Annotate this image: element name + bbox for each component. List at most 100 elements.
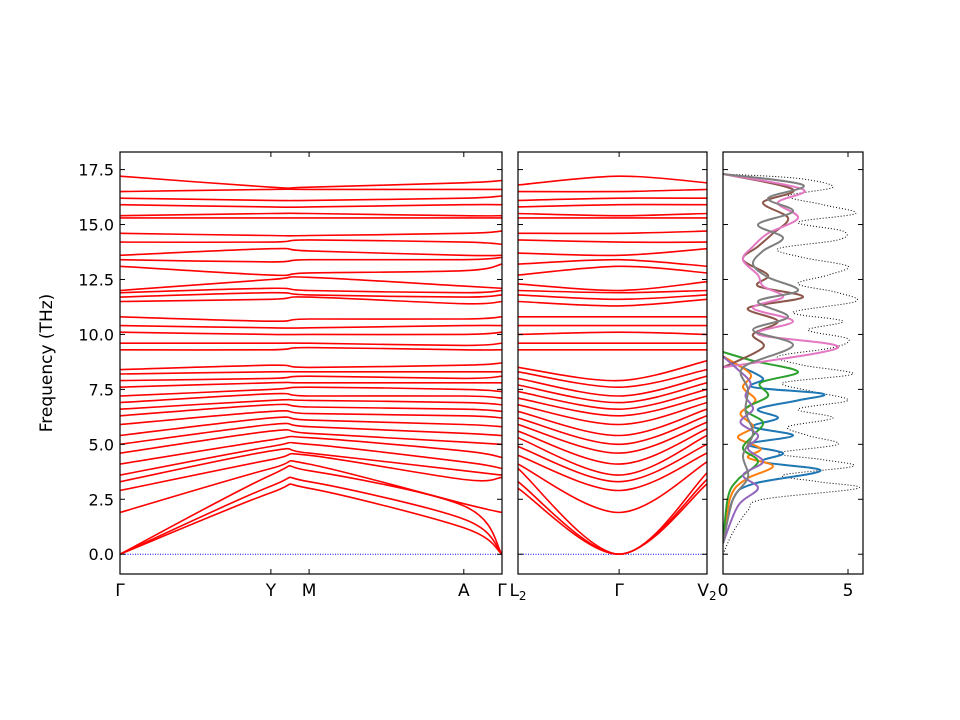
phonon-branch-left-6 <box>120 441 502 476</box>
phonon-branch-left-31 <box>120 247 502 257</box>
phonon-branch-left-26 <box>120 291 502 298</box>
phonon-branch-left-33 <box>120 230 502 237</box>
y-tick-label: 5.0 <box>89 435 114 454</box>
phonon-branch-middle-3 <box>518 461 707 514</box>
y-tick-label: 10.0 <box>78 325 114 344</box>
phonon-branch-middle-0 <box>518 483 707 556</box>
phonon-branch-left-23 <box>120 324 502 329</box>
phonon-branch-middle-5 <box>518 443 707 483</box>
phonon-branch-middle-34 <box>518 203 707 208</box>
x-tick-label: L2 <box>509 581 526 603</box>
dos-curve-3 <box>723 351 800 544</box>
phonon-branch-middle-2 <box>518 467 707 556</box>
phonon-branch-middle-28 <box>518 258 707 268</box>
phonon-branch-middle-16 <box>518 368 707 389</box>
y-tick-label: 0.0 <box>89 545 114 564</box>
phonon-branch-middle-6 <box>518 434 707 476</box>
ticks-left: 0.0 2.5 5.0 7.5 10.0 12.5 15.0 17.5 Γ Y M A Γ <box>78 152 507 601</box>
phonon-branch-middle-12 <box>518 395 707 417</box>
frame-middle <box>517 151 708 575</box>
phonon-branch-left-14 <box>120 392 502 404</box>
x-tick-label: M <box>302 581 317 601</box>
band-panel-middle: L2 Γ V2 <box>509 151 717 603</box>
phonon-branch-left-18 <box>120 370 502 375</box>
phonon-branch-middle-27 <box>518 265 707 276</box>
phonon-branch-middle-23 <box>518 298 707 307</box>
frame-dos <box>722 151 864 575</box>
x-tick-label: A <box>458 581 470 601</box>
phonon-branch-left-17 <box>120 375 502 382</box>
band-panel-left: 0.0 2.5 5.0 7.5 10.0 12.5 15.0 17.5 Γ Y M A Γ <box>78 151 507 601</box>
phonon-branch-left-11 <box>120 410 502 426</box>
phonon-branch-left-35 <box>120 212 502 217</box>
y-tick-label: 17.5 <box>78 161 114 180</box>
phonon-branch-left-15 <box>120 386 502 397</box>
phonon-branch-middle-29 <box>518 247 707 257</box>
ticks-middle: L2 Γ V2 <box>509 152 717 603</box>
phonon-branch-left-10 <box>120 416 502 437</box>
dos-curve-1 <box>723 355 826 544</box>
phonon-branch-left-1 <box>120 476 502 555</box>
phonon-branch-left-3 <box>120 459 502 514</box>
phonon-branch-left-4 <box>120 452 502 492</box>
frame-left <box>119 151 503 575</box>
dos-curve-6 <box>723 355 764 544</box>
phonon-branch-left-32 <box>120 239 502 246</box>
phonon-branch-middle-24 <box>518 294 707 301</box>
phonon-branch-left-25 <box>120 296 502 305</box>
phonon-branch-middle-20 <box>518 331 707 336</box>
phonon-branch-left-19 <box>120 362 502 371</box>
phonon-branch-left-21 <box>120 342 502 347</box>
phonon-branch-left-37 <box>120 195 502 202</box>
phonon-branch-middle-15 <box>518 375 707 397</box>
phonon-branch-middle-17 <box>518 360 707 382</box>
phonon-branch-middle-36 <box>518 188 707 193</box>
band-lines-left <box>120 175 502 555</box>
phonon-branch-middle-31 <box>518 230 707 235</box>
x-tick-label: Y <box>265 581 277 601</box>
x-tick-label: Γ <box>115 581 125 601</box>
phonon-branch-middle-14 <box>518 382 707 404</box>
phonon-branch-middle-30 <box>518 239 707 244</box>
phonon-branch-left-29 <box>120 263 502 277</box>
phonon-branch-left-13 <box>120 398 502 410</box>
phonon-branch-middle-10 <box>518 408 707 437</box>
phonon-branch-left-28 <box>120 276 502 292</box>
y-tick-label: 15.0 <box>78 216 114 235</box>
x-tick-label: 0 <box>718 581 729 601</box>
dos-lines <box>723 173 860 555</box>
phonon-branch-middle-4 <box>518 452 707 492</box>
phonon-branch-left-27 <box>120 287 502 294</box>
phonon-branch-left-22 <box>120 331 502 336</box>
phonon-branch-left-5 <box>120 447 502 483</box>
phonon-branch-left-9 <box>120 422 502 446</box>
y-tick-label: 2.5 <box>89 490 114 509</box>
y-tick-label: 12.5 <box>78 270 114 289</box>
phonon-branch-left-8 <box>120 428 502 454</box>
phonon-branch-middle-35 <box>518 197 707 202</box>
phonon-branch-left-36 <box>120 203 502 208</box>
phonon-branch-left-7 <box>120 435 502 465</box>
phonon-branch-left-24 <box>120 316 502 323</box>
phonon-branch-left-0 <box>120 483 502 555</box>
x-tick-label: Γ <box>614 581 624 601</box>
phonon-branch-middle-7 <box>518 428 707 465</box>
phonon-branch-left-20 <box>120 346 502 351</box>
x-tick-label: 5 <box>843 581 854 601</box>
phonon-branch-middle-9 <box>518 415 707 446</box>
phonon-branch-middle-13 <box>518 388 707 411</box>
phonon-branch-left-39 <box>120 175 502 189</box>
x-tick-label: Γ <box>497 581 507 601</box>
y-axis-label: Frequency (THz) <box>37 294 57 433</box>
phonon-branch-middle-37 <box>518 175 707 186</box>
x-tick-label: V2 <box>697 581 716 603</box>
y-tick-label: 7.5 <box>89 380 114 399</box>
phonon-branch-middle-11 <box>518 401 707 426</box>
phonon-branch-left-38 <box>120 188 502 193</box>
phonon-branch-left-2 <box>120 464 502 555</box>
phonon-branch-middle-33 <box>518 212 707 217</box>
phonon-branch-left-30 <box>120 256 502 263</box>
